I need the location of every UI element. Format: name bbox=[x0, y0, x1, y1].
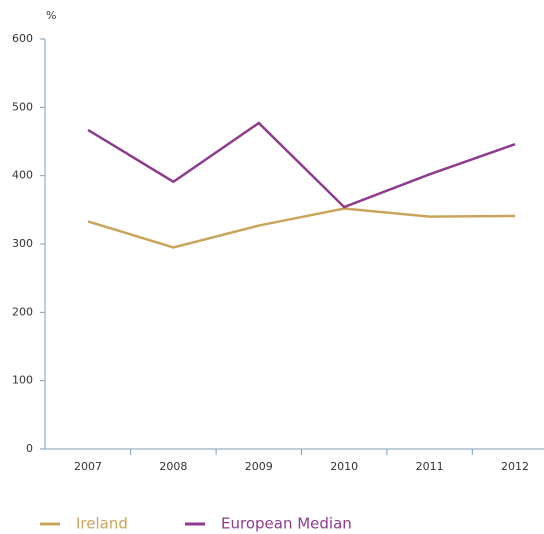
x-tick-label: 2008 bbox=[159, 460, 187, 473]
y-tick-label: 300 bbox=[12, 237, 33, 250]
x-tick-label: 2007 bbox=[74, 460, 102, 473]
y-axis-label: % bbox=[46, 9, 56, 22]
y-tick-label: 200 bbox=[12, 305, 33, 318]
legend-label: Ireland bbox=[76, 515, 128, 533]
y-tick-label: 0 bbox=[26, 442, 33, 455]
series-line bbox=[87, 207, 516, 249]
y-tick-label: 100 bbox=[12, 374, 33, 387]
series-line bbox=[87, 121, 516, 209]
x-tick-label: 2012 bbox=[501, 460, 529, 473]
x-tick-label: 2011 bbox=[416, 460, 444, 473]
y-tick-label: 400 bbox=[12, 169, 33, 182]
y-tick-label: 500 bbox=[12, 100, 33, 113]
legend-label: European Median bbox=[221, 515, 352, 533]
x-tick-label: 2009 bbox=[245, 460, 273, 473]
y-tick-label: 600 bbox=[12, 32, 33, 45]
x-tick-label: 2010 bbox=[330, 460, 358, 473]
